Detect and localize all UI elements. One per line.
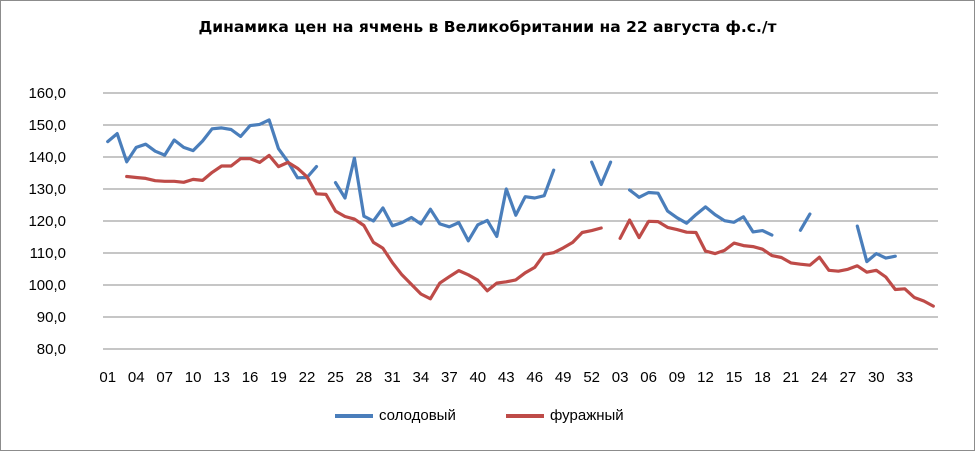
y-tick-label: 120,0	[28, 213, 66, 230]
x-tick-label: 07	[156, 369, 173, 386]
x-tick-label: 18	[754, 369, 771, 386]
x-tick-label: 49	[555, 369, 572, 386]
x-tick-label: 27	[840, 369, 857, 386]
y-tick-label: 110,0	[30, 245, 66, 262]
chart-title: Динамика цен на ячмень в Великобритании …	[198, 18, 777, 36]
x-tick-label: 06	[640, 369, 657, 386]
x-tick-label: 01	[99, 369, 116, 386]
x-tick-label: 10	[185, 369, 202, 386]
x-tick-label: 03	[612, 369, 629, 386]
x-tick-label: 31	[384, 369, 401, 386]
legend-swatch-malting	[335, 413, 373, 418]
y-axis-ticks: 80,0 90,0 100,0 110,0 120,0 130,0 140,0 150,0 16…	[28, 85, 66, 358]
x-tick-label: 13	[213, 369, 230, 386]
x-tick-label: 28	[356, 369, 373, 386]
legend-label-feed: фуражный	[550, 407, 624, 424]
y-tick-label: 100,0	[28, 277, 66, 294]
series-line-feed	[125, 153, 935, 308]
y-tick-label: 130,0	[28, 181, 66, 198]
x-tick-label: 40	[469, 369, 486, 386]
x-tick-label: 16	[242, 369, 259, 386]
gridlines	[103, 92, 938, 350]
legend: солодовый фуражный	[0, 407, 975, 431]
x-axis-ticks: 01 04 07 10 13 16 19 22 25 28 31 34 37 40 43 46 49 52 03 06…	[99, 369, 913, 386]
x-tick-label: 52	[583, 369, 600, 386]
series-lines	[106, 118, 935, 308]
x-tick-label: 15	[726, 369, 743, 386]
x-tick-label: 30	[868, 369, 885, 386]
x-tick-label: 09	[669, 369, 686, 386]
legend-swatch-feed	[506, 413, 544, 418]
x-tick-label: 22	[299, 369, 316, 386]
y-tick-label: 150,0	[28, 117, 66, 134]
x-tick-label: 43	[498, 369, 515, 386]
y-tick-label: 80,0	[37, 341, 66, 358]
x-tick-label: 33	[896, 369, 913, 386]
x-tick-label: 25	[327, 369, 344, 386]
y-tick-label: 160,0	[28, 85, 66, 102]
legend-item-feed: фуражный	[506, 407, 624, 424]
x-tick-label: 24	[811, 369, 828, 386]
series-line-malting	[106, 118, 897, 264]
y-tick-label: 140,0	[28, 149, 66, 166]
x-tick-label: 21	[783, 369, 800, 386]
x-tick-label: 37	[441, 369, 458, 386]
x-tick-label: 04	[128, 369, 145, 386]
y-tick-label: 90,0	[37, 309, 66, 326]
x-tick-label: 12	[697, 369, 714, 386]
x-tick-label: 46	[526, 369, 543, 386]
x-tick-label: 34	[413, 369, 430, 386]
legend-label-malting: солодовый	[379, 407, 456, 424]
x-tick-label: 19	[270, 369, 287, 386]
legend-item-malting: солодовый	[335, 407, 456, 424]
